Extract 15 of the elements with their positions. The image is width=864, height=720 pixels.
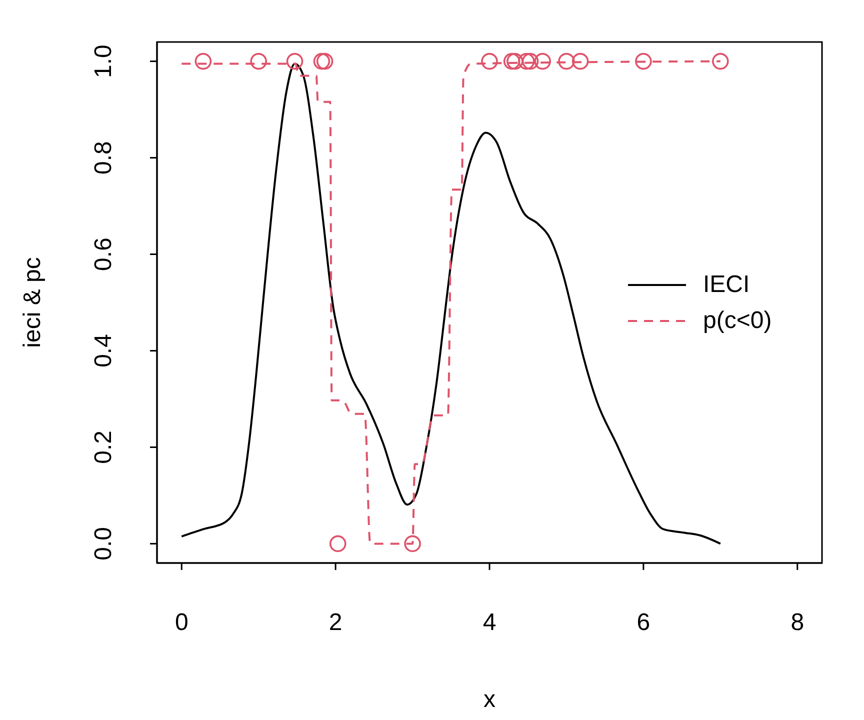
y-axis-title: ieci & pc [19,257,46,348]
x-tick-label: 6 [636,609,650,636]
x-tick-label: 0 [174,609,188,636]
y-tick-label: 1.0 [90,44,117,78]
y-tick-label: 0.2 [90,430,117,464]
legend-label: IECI [703,270,750,300]
y-tick-label: 0.6 [90,238,117,271]
x-tick-label: 4 [482,609,496,636]
x-axis-title: x [484,686,496,713]
x-tick-label: 2 [328,609,342,636]
legend-label: p(c<0) [703,306,772,336]
y-tick-label: 0.4 [90,334,117,368]
y-tick-label: 0.0 [90,527,117,560]
y-tick-label: 0.8 [90,141,117,174]
x-tick-label: 8 [790,609,804,636]
